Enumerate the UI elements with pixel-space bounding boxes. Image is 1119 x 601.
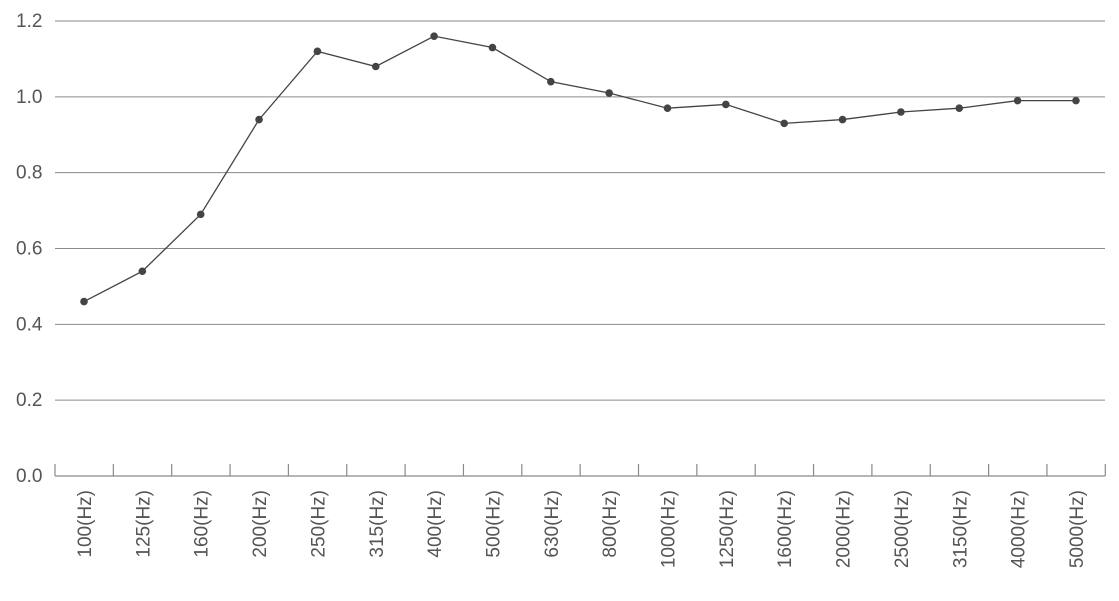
data-point [605, 89, 613, 97]
data-point [138, 267, 147, 276]
data-point [1072, 96, 1080, 105]
y-tick-label: 0.6 [16, 239, 42, 260]
data-point [255, 115, 263, 124]
data-point [371, 62, 380, 71]
grid-lines [55, 20, 1105, 401]
x-tick-label: 100(Hz) [75, 490, 96, 558]
data-point [955, 104, 964, 113]
data-point [547, 77, 555, 86]
data-point [313, 47, 322, 56]
x-tick-label: 250(Hz) [308, 490, 329, 558]
x-axis-labels: 100(Hz) 125(Hz) 160(Hz) 200(Hz) 250(Hz) 315(H… [75, 490, 1088, 568]
x-tick-label: 315(Hz) [367, 490, 388, 558]
x-tick-label: 160(Hz) [192, 490, 213, 558]
x-tick-label: 500(Hz) [483, 490, 504, 558]
x-tick-label: 1600(Hz) [775, 490, 796, 568]
y-tick-label: 0.4 [16, 314, 43, 335]
y-tick-label: 0.8 [16, 163, 42, 184]
series-layer [80, 32, 1080, 306]
y-tick-label: 1.2 [16, 11, 42, 32]
x-tick-label: 2000(Hz) [834, 490, 855, 568]
y-axis-labels: 0.0 0.2 0.4 0.6 0.8 1.0 1.2 [16, 11, 43, 487]
x-tick-label: 2500(Hz) [892, 490, 913, 568]
x-tick-label: 630(Hz) [542, 490, 563, 558]
data-point [722, 100, 730, 109]
x-tick-label: 4000(Hz) [1009, 490, 1030, 568]
y-tick-label: 0.0 [16, 466, 42, 487]
data-point [838, 115, 847, 124]
x-tick-label: 200(Hz) [250, 490, 271, 558]
data-point [430, 32, 438, 40]
data-point [1013, 96, 1022, 105]
x-tick-label: 1000(Hz) [659, 490, 680, 568]
data-point [80, 297, 88, 306]
data-point [663, 104, 672, 113]
x-tick-label: 400(Hz) [425, 490, 446, 558]
series-line [83, 35, 1076, 303]
x-tick-label: 3150(Hz) [950, 490, 971, 568]
x-axis [54, 464, 1106, 477]
data-point [780, 119, 788, 128]
x-tick-label: 800(Hz) [600, 490, 621, 558]
x-tick-label: 125(Hz) [133, 490, 154, 558]
data-point [196, 210, 205, 219]
y-tick-label: 1.0 [16, 87, 42, 108]
data-point [897, 108, 905, 116]
x-tick-label: 5000(Hz) [1067, 490, 1088, 568]
y-tick-label: 0.2 [16, 390, 42, 411]
data-point [488, 43, 497, 52]
x-tick-label: 1250(Hz) [717, 490, 738, 568]
